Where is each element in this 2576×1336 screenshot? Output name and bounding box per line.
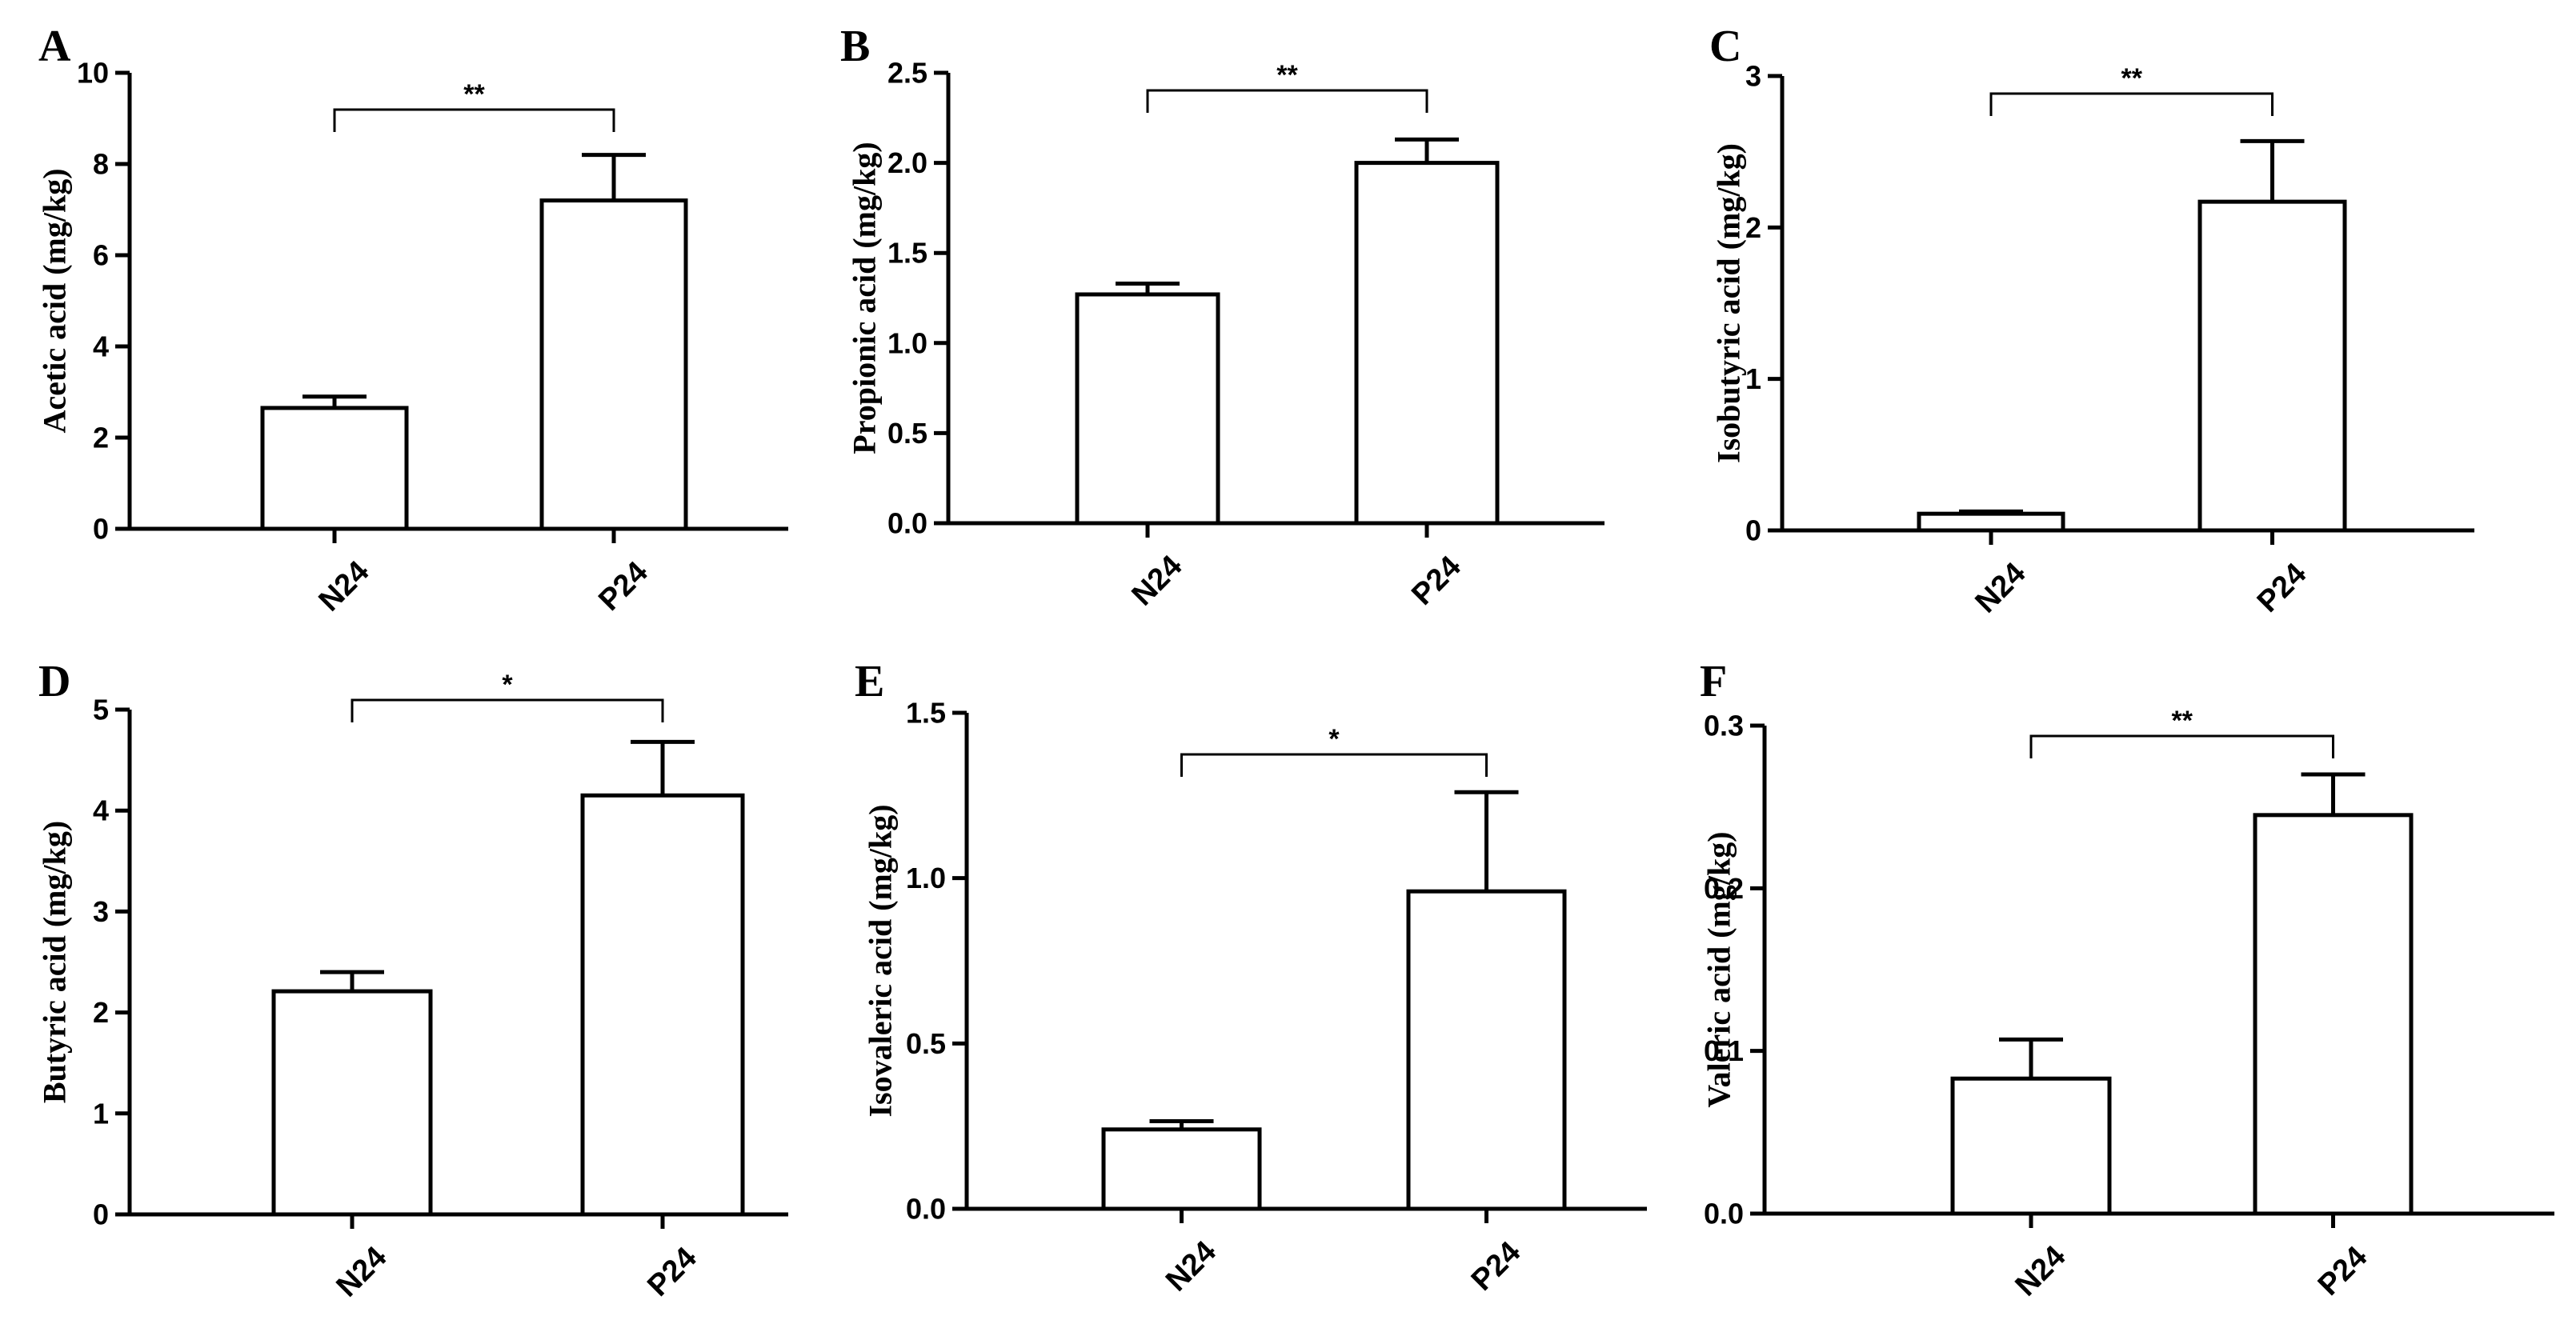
y-tick-label: 0.2	[1704, 872, 1744, 905]
x-tick-label: P24	[2312, 1240, 2374, 1302]
x-tick-label: N24	[2009, 1240, 2073, 1303]
x-tick-label: P24	[592, 555, 655, 618]
y-tick-label: 0.0	[1704, 1198, 1744, 1230]
bar-p24	[1354, 161, 1500, 526]
panel-letter: A	[38, 22, 71, 71]
y-tick-label: 2.0	[887, 146, 927, 179]
y-tick-label: 10	[77, 57, 109, 90]
y-tick-label: 8	[93, 148, 109, 181]
significance-bracket	[1180, 753, 1488, 777]
y-tick-label: 4	[93, 330, 109, 363]
significance-bracket	[351, 698, 664, 722]
y-axis-label: Isovaleric acid (mg/kg)	[863, 804, 899, 1117]
bar-p24	[2197, 199, 2347, 533]
significance-label: **	[2121, 63, 2143, 94]
y-axis-label: Isobutyric acid (mg/kg)	[1711, 143, 1747, 463]
x-tick-label: P24	[1405, 550, 1468, 612]
y-tick-label: 4	[93, 794, 109, 827]
y-tick-label: 0.5	[906, 1027, 946, 1060]
bar-n24	[260, 406, 409, 531]
y-tick-label: 3	[93, 895, 109, 928]
bar-p24	[1406, 889, 1567, 1211]
y-tick-label: 5	[93, 694, 109, 726]
panel-letter: E	[855, 657, 884, 706]
y-tick-label: 2	[93, 996, 109, 1029]
bar-n24	[1917, 511, 2065, 533]
y-tick-label: 6	[93, 239, 109, 272]
y-tick-label: 2.5	[887, 57, 927, 90]
panel-c: C Isobutyric acid (mg/kg) 0 1 2 3 N24 P24 **	[1709, 22, 2474, 619]
significance-bracket	[2029, 734, 2334, 758]
panel-d: D Butyric acid (mg/kg) 0 1 2 3 4 5 N24 P24 *	[37, 657, 788, 1304]
x-tick-label: N24	[1160, 1235, 1223, 1298]
bar-n24	[271, 989, 433, 1217]
x-tick-label: P24	[1465, 1235, 1528, 1298]
panel-b: B Propionic acid (mg/kg) 0.0 0.5 1.0 1.5 2.0 2.…	[840, 22, 1604, 612]
y-tick-label: 0	[1745, 514, 1761, 547]
y-tick-label: 0.1	[1704, 1034, 1744, 1067]
significance-label: *	[502, 670, 513, 700]
y-tick-label: 1	[93, 1097, 109, 1130]
x-tick-label: P24	[2251, 557, 2314, 619]
panel-letter: B	[840, 22, 870, 71]
bar-p24	[539, 198, 688, 531]
panel-a: A Acetic acid (mg/kg) 0 2 4 6 8 10 N24 P24 **	[37, 22, 788, 618]
significance-label: **	[463, 79, 485, 110]
x-tick-label: N24	[313, 555, 376, 618]
bar-n24	[1950, 1076, 2112, 1216]
y-tick-label: 1.0	[887, 326, 927, 359]
significance-bracket	[333, 108, 615, 132]
significance-label: **	[2172, 706, 2193, 736]
y-tick-label: 2	[1745, 211, 1761, 244]
bar-p24	[580, 793, 745, 1217]
bar-n24	[1101, 1127, 1262, 1211]
y-axis-label: Butyric acid (mg/kg)	[37, 821, 73, 1103]
y-tick-label: 1.0	[906, 862, 946, 894]
y-tick-label: 2	[93, 422, 109, 454]
y-tick-label: 0	[93, 513, 109, 546]
significance-bracket	[1146, 89, 1428, 113]
y-tick-label: 3	[1745, 60, 1761, 93]
x-tick-label: N24	[331, 1241, 394, 1304]
y-tick-label: 0.5	[887, 417, 927, 450]
panel-letter: F	[1700, 657, 1727, 706]
panel-letter: C	[1709, 22, 1741, 71]
y-axis-label: Valeric acid (mg/kg)	[1701, 831, 1737, 1107]
x-tick-label: N24	[1126, 550, 1189, 613]
x-tick-label: P24	[641, 1241, 703, 1303]
y-axis-label: Propionic acid (mg/kg)	[847, 142, 883, 454]
bar-n24	[1075, 292, 1220, 526]
y-tick-label: 0	[93, 1198, 109, 1231]
significance-label: *	[1328, 724, 1340, 754]
y-tick-label: 1.5	[887, 237, 927, 270]
x-tick-label: N24	[1969, 557, 2033, 620]
panel-e: E Isovaleric acid (mg/kg) 0.0 0.5 1.0 1.5 N24 P…	[855, 657, 1647, 1298]
y-tick-label: 0.0	[906, 1193, 946, 1226]
y-tick-label: 1	[1745, 362, 1761, 395]
y-tick-label: 0.3	[1704, 710, 1744, 742]
significance-label: **	[1276, 60, 1298, 90]
significance-bracket	[1989, 92, 2274, 116]
y-tick-label: 0.0	[887, 507, 927, 540]
y-axis-label: Acetic acid (mg/kg)	[37, 168, 73, 433]
y-tick-label: 1.5	[906, 697, 946, 730]
panel-f: F Valeric acid (mg/kg) 0.0 0.1 0.2 0.3 N24 P24 *…	[1700, 657, 2554, 1302]
bar-p24	[2253, 813, 2414, 1216]
panel-letter: D	[38, 657, 70, 706]
